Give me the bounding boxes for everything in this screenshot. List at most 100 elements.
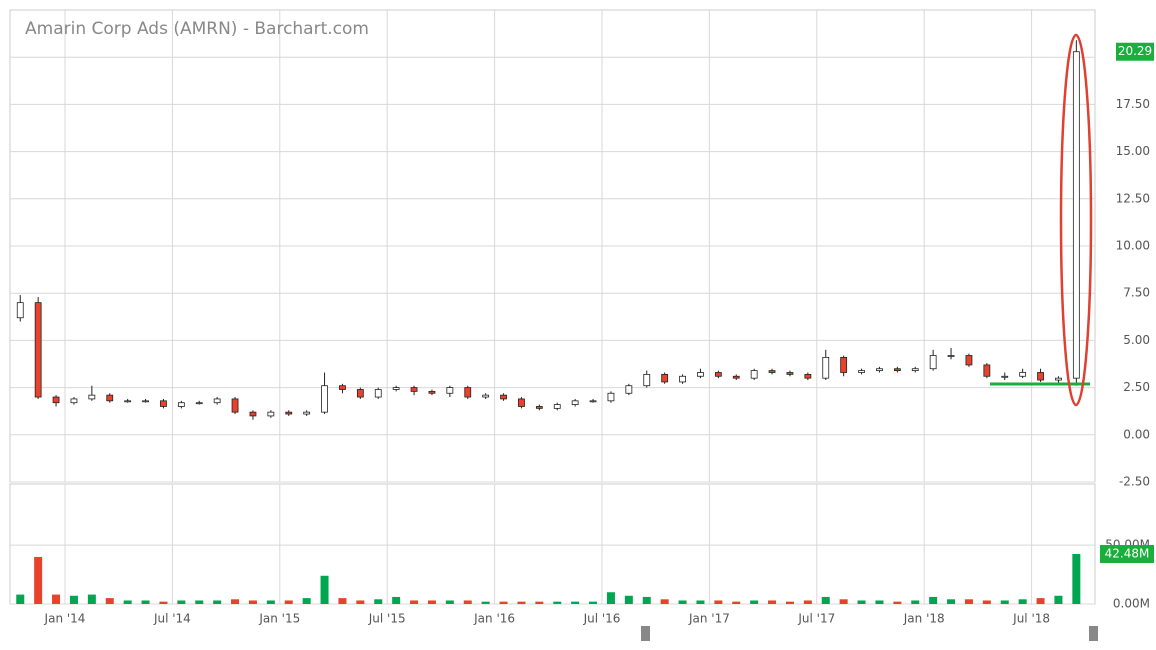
- volume-bar: [445, 600, 454, 604]
- candle-body: [374, 389, 382, 398]
- volume-bar: [1018, 599, 1027, 604]
- candle-body: [482, 394, 490, 398]
- x-tick-label: Jan '14: [44, 612, 86, 626]
- candle-body: [786, 372, 794, 375]
- candle-body: [732, 375, 740, 379]
- volume-bar: [105, 598, 114, 604]
- candle-body: [643, 373, 651, 387]
- volume-bar: [839, 599, 848, 604]
- volume-bar: [964, 599, 973, 604]
- candle-body: [213, 398, 221, 404]
- volume-bar: [87, 594, 96, 604]
- marks: -2.50 0.00 2.50 5.00 7.50 10.00 12.50 15.00 17.5…: [10, 10, 1154, 626]
- chart-title: Amarin Corp Ads (AMRN) - Barchart.com: [25, 19, 369, 39]
- candle-body: [392, 387, 400, 390]
- candle-body: [697, 372, 704, 377]
- candle-body: [500, 394, 507, 400]
- scroll-handle[interactable]: [1089, 626, 1098, 641]
- last-volume-box: [1100, 545, 1154, 564]
- last-price-box: [1116, 42, 1154, 61]
- candle-body: [124, 400, 132, 403]
- volume-bar: [875, 600, 884, 604]
- volume-bar: [660, 599, 669, 604]
- y-tick-label: 12.50: [1116, 191, 1150, 205]
- candle-body: [285, 411, 293, 415]
- volume-bar: [589, 601, 598, 604]
- candle-body: [1055, 377, 1062, 381]
- candle-body: [911, 368, 919, 372]
- candle-body: [679, 375, 686, 383]
- y-tick-label: 2.50: [1123, 380, 1150, 394]
- y-tick-label: -2.50: [1119, 475, 1150, 489]
- volume-bar: [481, 601, 490, 604]
- volume-bar: [571, 601, 580, 604]
- volume-bar: [714, 600, 723, 604]
- last-volume-label: 42.48M: [1105, 547, 1150, 561]
- candle-body: [231, 398, 239, 413]
- candle-body: [929, 355, 937, 370]
- volume-bar: [16, 594, 25, 604]
- volume-bar: [893, 601, 902, 604]
- volume-bar: [857, 600, 866, 604]
- volume-bar: [320, 575, 329, 604]
- candle-body: [410, 387, 418, 392]
- volume-bar: [750, 600, 759, 604]
- y-tick-label: 0.00M: [1113, 597, 1150, 611]
- volume-bar: [463, 600, 472, 604]
- x-tick-label: Jan '17: [688, 612, 730, 626]
- candle-body: [661, 373, 669, 383]
- scroll-handle[interactable]: [641, 626, 650, 641]
- volume-bar: [266, 600, 275, 604]
- candle-body: [1072, 51, 1080, 379]
- candle-body: [195, 402, 203, 405]
- volume-bar: [231, 599, 240, 604]
- volume-bar: [1000, 600, 1009, 604]
- volume-bar: [34, 556, 43, 604]
- volume-bar: [642, 596, 651, 604]
- volume-bar: [1072, 554, 1081, 604]
- volume-bar: [678, 600, 687, 604]
- candle-body: [464, 387, 472, 398]
- candle-body: [571, 400, 579, 405]
- y-tick-label: 7.50: [1123, 286, 1150, 300]
- candle-body: [965, 355, 973, 366]
- x-tick-label: Jul '17: [797, 612, 835, 626]
- candle-body: [858, 370, 865, 373]
- candle-body: [106, 394, 114, 402]
- volume-bar: [1036, 598, 1045, 604]
- x-tick-label: Jan '15: [258, 612, 300, 626]
- x-tick-label: Jul '18: [1012, 612, 1050, 626]
- volume-bar: [785, 601, 794, 604]
- y-tick-label: 15.00: [1116, 144, 1150, 158]
- volume-bar: [696, 600, 705, 604]
- volume-bar: [929, 596, 938, 604]
- volume-bar: [248, 600, 257, 604]
- y-tick-label: 5.00: [1123, 333, 1150, 347]
- candle-body: [625, 385, 633, 394]
- candle-body: [339, 385, 346, 390]
- last-price-label: 20.29: [1118, 44, 1152, 58]
- volume-bar: [302, 598, 311, 604]
- volume-bar: [768, 600, 777, 604]
- volume-bar: [356, 600, 365, 604]
- volume-bar: [911, 600, 920, 604]
- candle-body: [840, 356, 848, 373]
- volume-bar: [410, 600, 419, 604]
- candle-body: [142, 400, 149, 403]
- candle-body: [947, 355, 955, 357]
- candle-body: [70, 398, 78, 404]
- candle-body: [983, 364, 991, 377]
- candle-body: [750, 370, 758, 379]
- x-tick-label: Jul '16: [583, 612, 621, 626]
- candle-body: [16, 302, 24, 319]
- volume-bar: [52, 594, 61, 604]
- candle-body: [518, 398, 525, 407]
- volume-bar: [982, 600, 991, 604]
- candle-body: [160, 400, 167, 407]
- volume-bar: [517, 601, 526, 604]
- candle-body: [1001, 375, 1009, 378]
- candle-body: [267, 411, 275, 417]
- volume-bar: [499, 601, 508, 604]
- candle-body: [321, 385, 328, 413]
